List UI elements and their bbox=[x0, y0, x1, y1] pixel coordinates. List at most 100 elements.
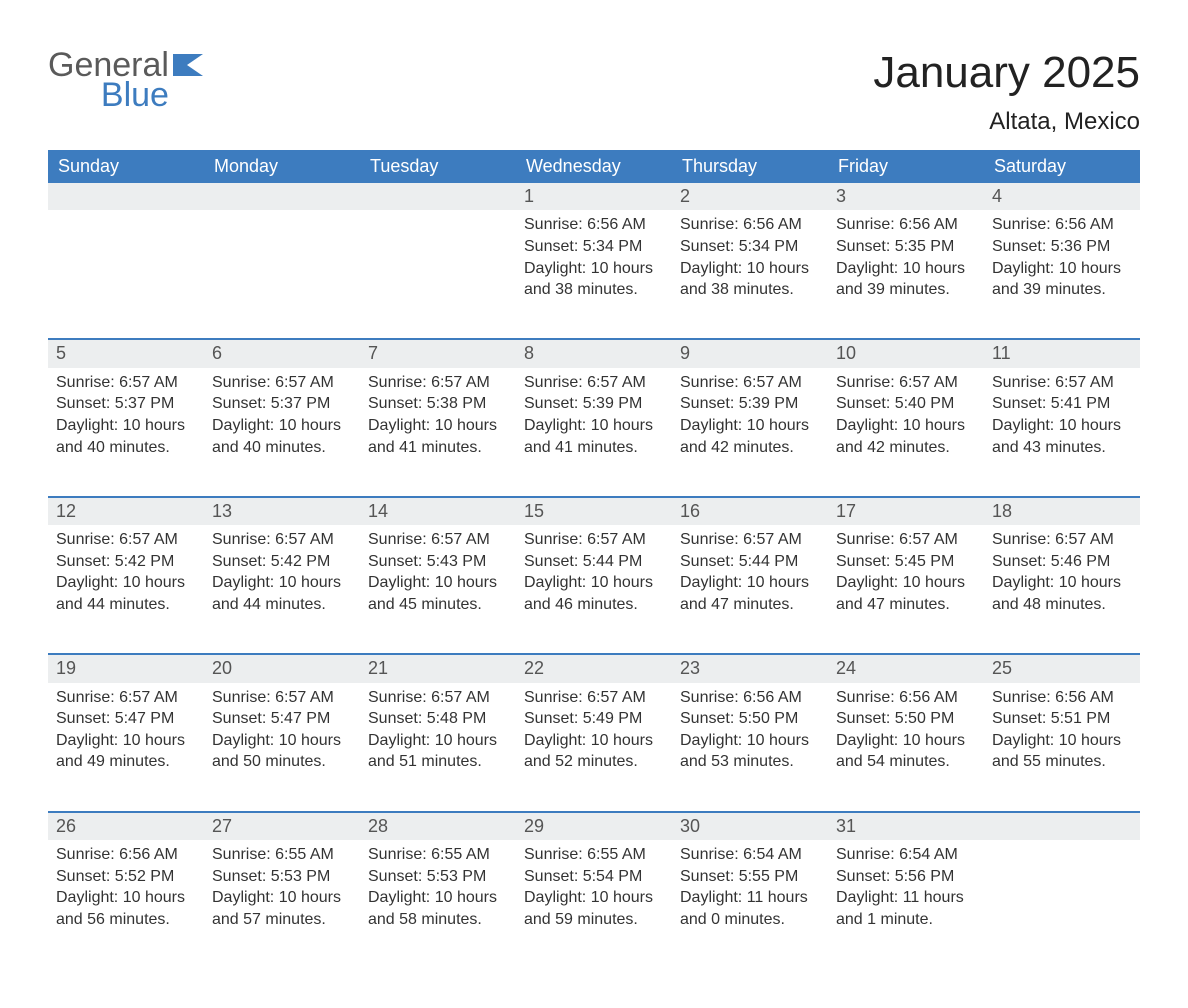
sunset-text: Sunset: 5:39 PM bbox=[524, 393, 664, 415]
daylight-text: Daylight: 10 hours bbox=[992, 730, 1132, 752]
daylight-text: Daylight: 10 hours bbox=[992, 415, 1132, 437]
daylight-text: and 52 minutes. bbox=[524, 751, 664, 773]
week-content-row: Sunrise: 6:57 AMSunset: 5:37 PMDaylight:… bbox=[48, 368, 1140, 496]
sunrise-text: Sunrise: 6:57 AM bbox=[836, 372, 976, 394]
empty-day bbox=[984, 811, 1140, 840]
daylight-text: Daylight: 11 hours bbox=[680, 887, 820, 909]
sunrise-text: Sunrise: 6:56 AM bbox=[56, 844, 196, 866]
daylight-text: and 38 minutes. bbox=[524, 279, 664, 301]
col-monday: Monday bbox=[204, 150, 360, 183]
day-number: 16 bbox=[672, 496, 828, 525]
day-number: 20 bbox=[204, 653, 360, 682]
day-cell: Sunrise: 6:57 AMSunset: 5:39 PMDaylight:… bbox=[516, 368, 672, 472]
daylight-text: and 53 minutes. bbox=[680, 751, 820, 773]
daylight-text: and 56 minutes. bbox=[56, 909, 196, 931]
daylight-text: Daylight: 11 hours bbox=[836, 887, 976, 909]
daylight-text: Daylight: 10 hours bbox=[524, 730, 664, 752]
sunrise-text: Sunrise: 6:57 AM bbox=[368, 372, 508, 394]
day-cell: Sunrise: 6:56 AMSunset: 5:36 PMDaylight:… bbox=[984, 210, 1140, 314]
daylight-text: Daylight: 10 hours bbox=[524, 572, 664, 594]
sunset-text: Sunset: 5:56 PM bbox=[836, 866, 976, 888]
daylight-text: and 0 minutes. bbox=[680, 909, 820, 931]
sunrise-text: Sunrise: 6:57 AM bbox=[524, 687, 664, 709]
daylight-text: Daylight: 10 hours bbox=[524, 258, 664, 280]
day-number: 11 bbox=[984, 338, 1140, 367]
day-number: 30 bbox=[672, 811, 828, 840]
daylight-text: and 39 minutes. bbox=[992, 279, 1132, 301]
sunrise-text: Sunrise: 6:57 AM bbox=[524, 529, 664, 551]
day-cell: Sunrise: 6:57 AMSunset: 5:42 PMDaylight:… bbox=[48, 525, 204, 629]
sunset-text: Sunset: 5:39 PM bbox=[680, 393, 820, 415]
col-tuesday: Tuesday bbox=[360, 150, 516, 183]
day-number: 4 bbox=[984, 183, 1140, 210]
daylight-text: Daylight: 10 hours bbox=[836, 730, 976, 752]
sunrise-text: Sunrise: 6:56 AM bbox=[680, 214, 820, 236]
day-cell: Sunrise: 6:56 AMSunset: 5:50 PMDaylight:… bbox=[672, 683, 828, 787]
day-cell: Sunrise: 6:56 AMSunset: 5:35 PMDaylight:… bbox=[828, 210, 984, 314]
sunset-text: Sunset: 5:42 PM bbox=[212, 551, 352, 573]
day-number: 28 bbox=[360, 811, 516, 840]
day-number: 8 bbox=[516, 338, 672, 367]
sunset-text: Sunset: 5:50 PM bbox=[836, 708, 976, 730]
daylight-text: and 41 minutes. bbox=[524, 437, 664, 459]
day-number: 25 bbox=[984, 653, 1140, 682]
day-cell: Sunrise: 6:57 AMSunset: 5:43 PMDaylight:… bbox=[360, 525, 516, 629]
day-number: 3 bbox=[828, 183, 984, 210]
day-cell: Sunrise: 6:57 AMSunset: 5:42 PMDaylight:… bbox=[204, 525, 360, 629]
sunset-text: Sunset: 5:40 PM bbox=[836, 393, 976, 415]
daylight-text: Daylight: 10 hours bbox=[56, 730, 196, 752]
day-cell: Sunrise: 6:54 AMSunset: 5:55 PMDaylight:… bbox=[672, 840, 828, 944]
day-number: 6 bbox=[204, 338, 360, 367]
daylight-text: and 1 minute. bbox=[836, 909, 976, 931]
sunset-text: Sunset: 5:44 PM bbox=[680, 551, 820, 573]
day-cell: Sunrise: 6:56 AMSunset: 5:34 PMDaylight:… bbox=[516, 210, 672, 314]
sunset-text: Sunset: 5:49 PM bbox=[524, 708, 664, 730]
sunrise-text: Sunrise: 6:57 AM bbox=[56, 687, 196, 709]
sunset-text: Sunset: 5:43 PM bbox=[368, 551, 508, 573]
daylight-text: Daylight: 10 hours bbox=[212, 730, 352, 752]
sunset-text: Sunset: 5:37 PM bbox=[56, 393, 196, 415]
daylight-text: and 50 minutes. bbox=[212, 751, 352, 773]
empty-cell bbox=[984, 840, 1140, 858]
location-label: Altata, Mexico bbox=[873, 108, 1140, 136]
daylight-text: and 47 minutes. bbox=[836, 594, 976, 616]
daylight-text: and 58 minutes. bbox=[368, 909, 508, 931]
sunset-text: Sunset: 5:52 PM bbox=[56, 866, 196, 888]
daylight-text: Daylight: 10 hours bbox=[56, 415, 196, 437]
daylight-text: and 42 minutes. bbox=[836, 437, 976, 459]
sunset-text: Sunset: 5:53 PM bbox=[368, 866, 508, 888]
sunrise-text: Sunrise: 6:55 AM bbox=[368, 844, 508, 866]
day-number: 5 bbox=[48, 338, 204, 367]
daylight-text: and 39 minutes. bbox=[836, 279, 976, 301]
daylight-text: Daylight: 10 hours bbox=[368, 572, 508, 594]
day-cell: Sunrise: 6:57 AMSunset: 5:44 PMDaylight:… bbox=[672, 525, 828, 629]
sunrise-text: Sunrise: 6:57 AM bbox=[680, 529, 820, 551]
sunrise-text: Sunrise: 6:57 AM bbox=[992, 529, 1132, 551]
daylight-text: Daylight: 10 hours bbox=[680, 572, 820, 594]
day-number: 22 bbox=[516, 653, 672, 682]
day-number: 14 bbox=[360, 496, 516, 525]
day-number: 19 bbox=[48, 653, 204, 682]
sunset-text: Sunset: 5:41 PM bbox=[992, 393, 1132, 415]
flag-icon bbox=[173, 54, 203, 76]
day-cell: Sunrise: 6:56 AMSunset: 5:51 PMDaylight:… bbox=[984, 683, 1140, 787]
daylight-text: Daylight: 10 hours bbox=[212, 887, 352, 909]
empty-day bbox=[48, 183, 204, 210]
day-cell: Sunrise: 6:54 AMSunset: 5:56 PMDaylight:… bbox=[828, 840, 984, 944]
daylight-text: and 40 minutes. bbox=[56, 437, 196, 459]
sunrise-text: Sunrise: 6:55 AM bbox=[212, 844, 352, 866]
empty-day bbox=[360, 183, 516, 210]
page-title: January 2025 bbox=[873, 48, 1140, 98]
sunrise-text: Sunrise: 6:57 AM bbox=[56, 372, 196, 394]
sunrise-text: Sunrise: 6:56 AM bbox=[680, 687, 820, 709]
day-number: 18 bbox=[984, 496, 1140, 525]
sunset-text: Sunset: 5:42 PM bbox=[56, 551, 196, 573]
daylight-text: Daylight: 10 hours bbox=[524, 887, 664, 909]
day-cell: Sunrise: 6:55 AMSunset: 5:53 PMDaylight:… bbox=[204, 840, 360, 944]
sunrise-text: Sunrise: 6:56 AM bbox=[524, 214, 664, 236]
daylight-text: and 44 minutes. bbox=[56, 594, 196, 616]
sunset-text: Sunset: 5:54 PM bbox=[524, 866, 664, 888]
sunset-text: Sunset: 5:44 PM bbox=[524, 551, 664, 573]
col-wednesday: Wednesday bbox=[516, 150, 672, 183]
day-cell: Sunrise: 6:57 AMSunset: 5:45 PMDaylight:… bbox=[828, 525, 984, 629]
